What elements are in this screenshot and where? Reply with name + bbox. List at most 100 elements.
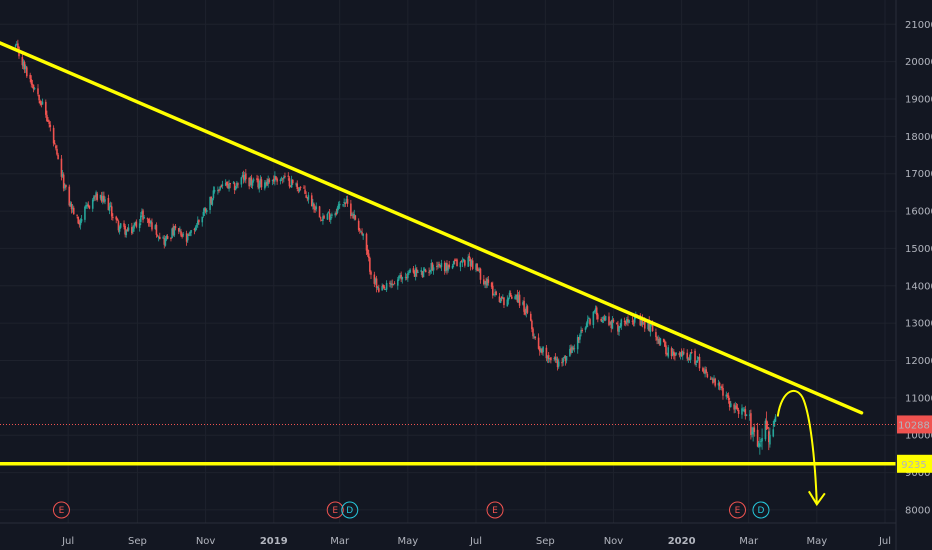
support-label: 9235 [901, 460, 926, 471]
candle-body [329, 217, 332, 221]
candle-body [142, 210, 144, 220]
time-axis[interactable]: Jul Sep Nov 2019 Mar May Jul Sep Nov 2020 Mar May Ju… [61, 536, 891, 547]
candle-body [194, 227, 197, 231]
candle-body [456, 259, 458, 267]
candle-body [249, 178, 252, 186]
candle-body [688, 358, 691, 361]
candle-body [531, 320, 533, 330]
price-axis[interactable]: 8000 9000 10000 11000 12000 13000 14000 15000 16… [905, 20, 932, 517]
candle-body [459, 262, 462, 268]
candle-body [493, 294, 495, 296]
candle-body [550, 357, 552, 361]
candle-body [452, 261, 455, 265]
candle-body [553, 358, 556, 360]
candle-body [617, 324, 619, 332]
candle-body [662, 338, 665, 342]
event-marker-label: D [757, 506, 764, 516]
candle-body [627, 319, 629, 322]
candle-body [679, 352, 682, 356]
candle-body [115, 216, 118, 220]
candle-body [148, 222, 151, 224]
candle-body [342, 204, 344, 206]
candle-body [694, 350, 696, 364]
candle-body [422, 271, 425, 278]
candle-body [151, 222, 153, 230]
candle-body [640, 318, 643, 325]
candle-body [506, 299, 509, 307]
candle-body [561, 361, 563, 364]
time-tick-label: Mar [739, 536, 759, 547]
candle-body [52, 127, 55, 144]
candle-body [518, 294, 521, 306]
candle-body [529, 313, 532, 321]
candle-body [86, 204, 88, 206]
candle-body [33, 88, 36, 90]
candle-body [649, 324, 652, 333]
event-marker-label: E [492, 506, 498, 516]
price-tick-label: 19000 [905, 94, 932, 105]
candle-body [344, 202, 347, 204]
candle-body [307, 195, 310, 200]
candle-body [656, 336, 658, 341]
candle-body [478, 268, 481, 270]
candle-body [487, 279, 490, 283]
candle-body [242, 175, 245, 180]
candle-body [546, 356, 549, 359]
candle-body [93, 196, 95, 200]
candle-body [94, 196, 96, 198]
candle-body [469, 259, 472, 267]
candle-body [494, 292, 496, 294]
candle-body [357, 220, 360, 230]
candle-body [628, 320, 630, 323]
candle-body [421, 271, 424, 277]
candle-body [417, 271, 419, 273]
candle-body [237, 183, 239, 185]
candle-body [438, 263, 440, 265]
candle-body [580, 330, 582, 334]
candle-body [761, 437, 763, 442]
candle-body [156, 235, 159, 237]
candle-body [185, 233, 188, 242]
time-tick-label: Jul [61, 536, 74, 547]
candle-body [706, 374, 709, 378]
candle-body [578, 337, 580, 340]
candle-body [648, 319, 651, 332]
candle-body [414, 268, 417, 277]
candle-body [125, 229, 128, 236]
candle-body [361, 232, 363, 235]
candle-body [767, 431, 770, 443]
candle-body [275, 176, 277, 180]
candle-body [624, 321, 627, 324]
time-tick-label: 2020 [668, 536, 696, 547]
candle-body [288, 178, 291, 187]
candle-body [174, 226, 177, 229]
candle-body [374, 278, 377, 283]
candle-body [163, 238, 166, 245]
candle-body [296, 183, 299, 189]
candle-body [619, 325, 621, 328]
candle-body [413, 271, 416, 277]
time-tick-label: Jul [469, 536, 482, 547]
candle-body [751, 432, 753, 434]
candle-body [680, 351, 683, 357]
candle-body [440, 263, 443, 268]
candle-body [95, 192, 97, 197]
candle-body [280, 177, 283, 179]
candle-body [283, 177, 285, 179]
price-tick-label: 16000 [905, 207, 932, 218]
candle-body [182, 234, 185, 236]
candle-body [389, 282, 391, 284]
candle-body [508, 292, 511, 298]
price-tick-label: 10000 [905, 431, 932, 442]
candle-body [612, 319, 615, 322]
candle-body [667, 347, 670, 357]
candle-body [141, 211, 143, 215]
candle-body [430, 263, 433, 271]
candle-body [346, 198, 349, 204]
candle-body [728, 401, 731, 408]
candle-body [322, 216, 324, 221]
candle-body [290, 179, 293, 188]
candle-body [579, 334, 581, 340]
